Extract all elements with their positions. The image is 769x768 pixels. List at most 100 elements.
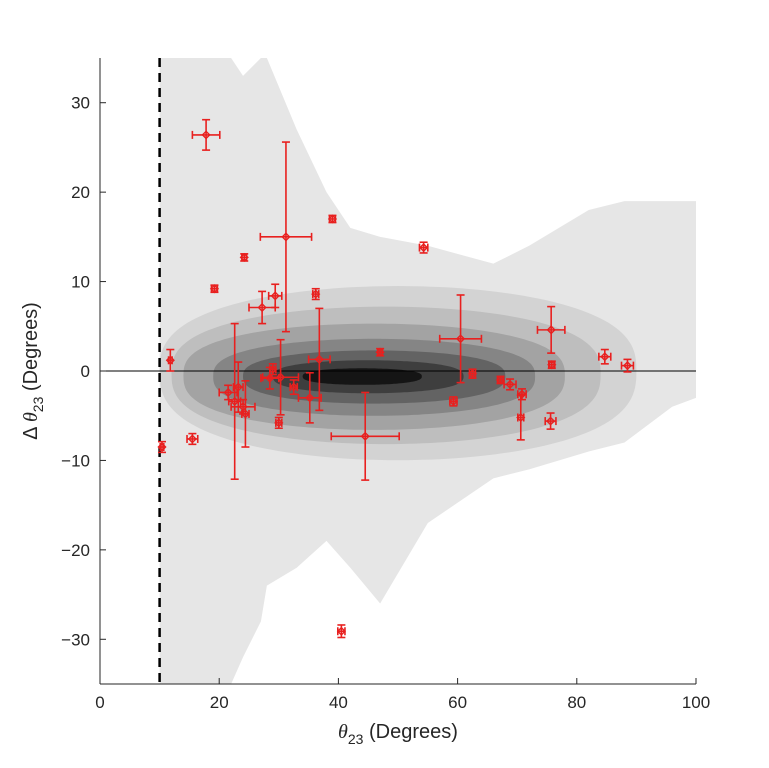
data-point: [186, 432, 199, 446]
data-point: [297, 371, 322, 424]
point-marker: [448, 396, 459, 406]
point-marker: [600, 352, 610, 362]
data-point: [336, 624, 346, 639]
point-marker: [230, 396, 240, 406]
data-point: [232, 361, 244, 413]
y-tick-label: 0: [81, 362, 90, 381]
x-tick-label: 40: [329, 693, 348, 712]
data-point: [516, 388, 527, 401]
point-marker: [375, 347, 385, 357]
data-point: [375, 347, 385, 357]
data-point: [157, 440, 167, 454]
data-point: [227, 322, 242, 481]
point-marker: [516, 412, 526, 423]
point-marker: [517, 389, 527, 399]
point-marker: [274, 418, 284, 428]
data-point: [218, 384, 238, 401]
density-level-7: [302, 368, 422, 385]
data-point: [259, 141, 313, 333]
data-point: [327, 214, 338, 224]
x-axis-label: θ23 (Degrees): [338, 721, 458, 747]
y-tick-label: 10: [71, 273, 90, 292]
point-marker: [281, 232, 291, 242]
data-point: [230, 398, 256, 415]
y-axis-label-prefix: Δ: [20, 422, 42, 440]
data-point: [261, 338, 300, 416]
point-marker: [327, 214, 338, 224]
point-marker: [314, 354, 324, 364]
data-point: [307, 307, 331, 412]
y-tick-label: −30: [61, 630, 90, 649]
point-marker: [270, 291, 280, 301]
data-point: [209, 284, 220, 294]
data-point: [267, 283, 283, 309]
data-point: [274, 416, 284, 430]
x-axis-label-symbol: θ: [338, 721, 348, 743]
data-point: [289, 379, 299, 396]
point-marker: [239, 252, 249, 263]
point-marker: [187, 434, 197, 444]
data-point: [191, 118, 221, 151]
point-marker: [275, 372, 286, 382]
point-marker: [419, 242, 429, 253]
point-marker: [360, 431, 370, 441]
data-point: [438, 294, 483, 384]
point-marker: [505, 379, 515, 390]
point-marker: [547, 360, 557, 370]
point-marker: [201, 130, 211, 140]
data-point: [536, 305, 566, 354]
data-point: [268, 363, 278, 376]
point-marker: [157, 442, 167, 452]
data-point: [239, 252, 249, 263]
point-marker: [495, 375, 506, 385]
point-marker: [305, 393, 315, 403]
x-axis-label-unit: (Degrees): [363, 721, 457, 743]
point-marker: [455, 334, 466, 344]
x-tick-label: 60: [448, 693, 467, 712]
point-marker: [223, 387, 233, 398]
x-tick-label: 0: [95, 693, 104, 712]
data-point: [544, 412, 557, 430]
x-axis-label-subscript: 23: [348, 731, 364, 747]
axes: 0 20 40 60 80 100 −30 −20 −10 0 10 20 30: [61, 58, 710, 712]
y-axis-label-unit: (Degrees): [20, 302, 42, 396]
point-marker: [545, 416, 556, 426]
point-marker: [622, 361, 633, 371]
point-marker: [240, 409, 251, 419]
data-point: [620, 358, 635, 373]
y-axis-label-subscript: 23: [30, 396, 46, 412]
data-point: [448, 396, 459, 407]
data-point: [467, 368, 478, 379]
x-tick-label: 20: [210, 693, 229, 712]
y-tick-label: 20: [71, 183, 90, 202]
data-point: [503, 378, 517, 391]
x-tick-label: 100: [682, 693, 710, 712]
y-axis-label: Δ θ23 (Degrees): [20, 302, 46, 440]
point-marker: [209, 284, 220, 294]
point-marker: [311, 289, 321, 299]
data-point: [330, 391, 400, 481]
x-tick-label: 80: [567, 693, 586, 712]
reference-lines: [100, 58, 696, 684]
point-marker: [289, 382, 299, 392]
data-point: [311, 287, 321, 301]
point-marker: [467, 369, 478, 379]
data-points: [157, 118, 635, 639]
y-tick-label: −20: [61, 541, 90, 560]
point-marker: [165, 355, 175, 365]
data-point: [598, 348, 612, 365]
point-marker: [546, 325, 556, 335]
point-marker: [257, 302, 267, 313]
y-tick-label: 30: [71, 94, 90, 113]
point-marker: [268, 364, 278, 374]
data-point: [547, 360, 557, 370]
data-point: [418, 241, 429, 254]
data-point: [516, 394, 526, 441]
data-point: [240, 380, 251, 448]
point-marker: [233, 382, 243, 392]
data-point: [165, 348, 175, 372]
y-tick-label: −10: [61, 451, 90, 470]
y-axis-label-symbol: θ: [20, 412, 42, 422]
